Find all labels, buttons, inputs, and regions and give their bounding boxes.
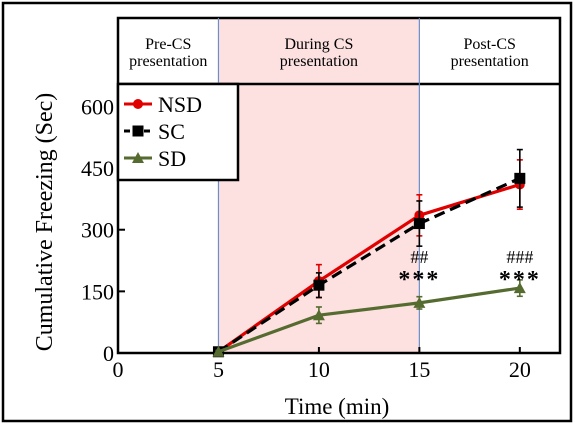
data-point-sd-0	[212, 345, 225, 357]
significance-hash-1: ###	[506, 247, 533, 267]
significance-stars-0: ***	[398, 267, 440, 293]
legend-label-sd: SD	[158, 146, 186, 171]
y-tick-label-1: 150	[81, 279, 114, 304]
x-tick-label-1: 5	[213, 357, 224, 382]
legend-marker-sd	[132, 152, 144, 163]
y-tick-label-4: 600	[81, 94, 114, 119]
legend-label-sc: SC	[158, 119, 185, 144]
x-tick-label-3: 15	[408, 357, 430, 382]
x-tick-label-2: 10	[308, 357, 330, 382]
y-tick-label-2: 300	[81, 218, 114, 243]
significance-stars-1: ***	[499, 267, 541, 293]
series-line-sc	[217, 176, 521, 354]
data-point-sd-1	[312, 309, 325, 321]
phase-label-1-line1: During CS	[284, 36, 353, 53]
y-tick-label-0: 0	[103, 341, 114, 366]
phase-label-2-line1: Post-CS	[463, 36, 515, 53]
phase-label-2-line2: presentation	[451, 53, 529, 70]
phase-label-0-line2: presentation	[129, 53, 207, 70]
legend-marker-sc	[132, 125, 144, 137]
phase-label-1-line2: presentation	[280, 53, 358, 70]
x-tick-label-0: 0	[113, 357, 124, 382]
series-line-sd	[217, 286, 521, 354]
plot-frame	[116, 16, 562, 355]
data-point-sc-3	[514, 172, 526, 184]
significance-hash-0: ##	[410, 247, 428, 267]
series-sd	[212, 279, 526, 357]
data-point-sd-2	[413, 296, 426, 308]
y-axis-label: Cumulative Freezing (Sec)	[32, 93, 58, 352]
data-point-sc-1	[313, 279, 325, 291]
x-tick-label-4: 20	[509, 357, 531, 382]
data-point-sd-3	[513, 282, 526, 294]
phase-label-0-line1: Pre-CS	[145, 36, 191, 53]
y-tick-label-3: 450	[81, 156, 114, 181]
legend-label-nsd: NSD	[158, 92, 202, 117]
legend-marker-nsd	[133, 99, 143, 109]
data-point-sc-2	[413, 218, 425, 230]
x-axis-label: Time (min)	[285, 394, 390, 419]
